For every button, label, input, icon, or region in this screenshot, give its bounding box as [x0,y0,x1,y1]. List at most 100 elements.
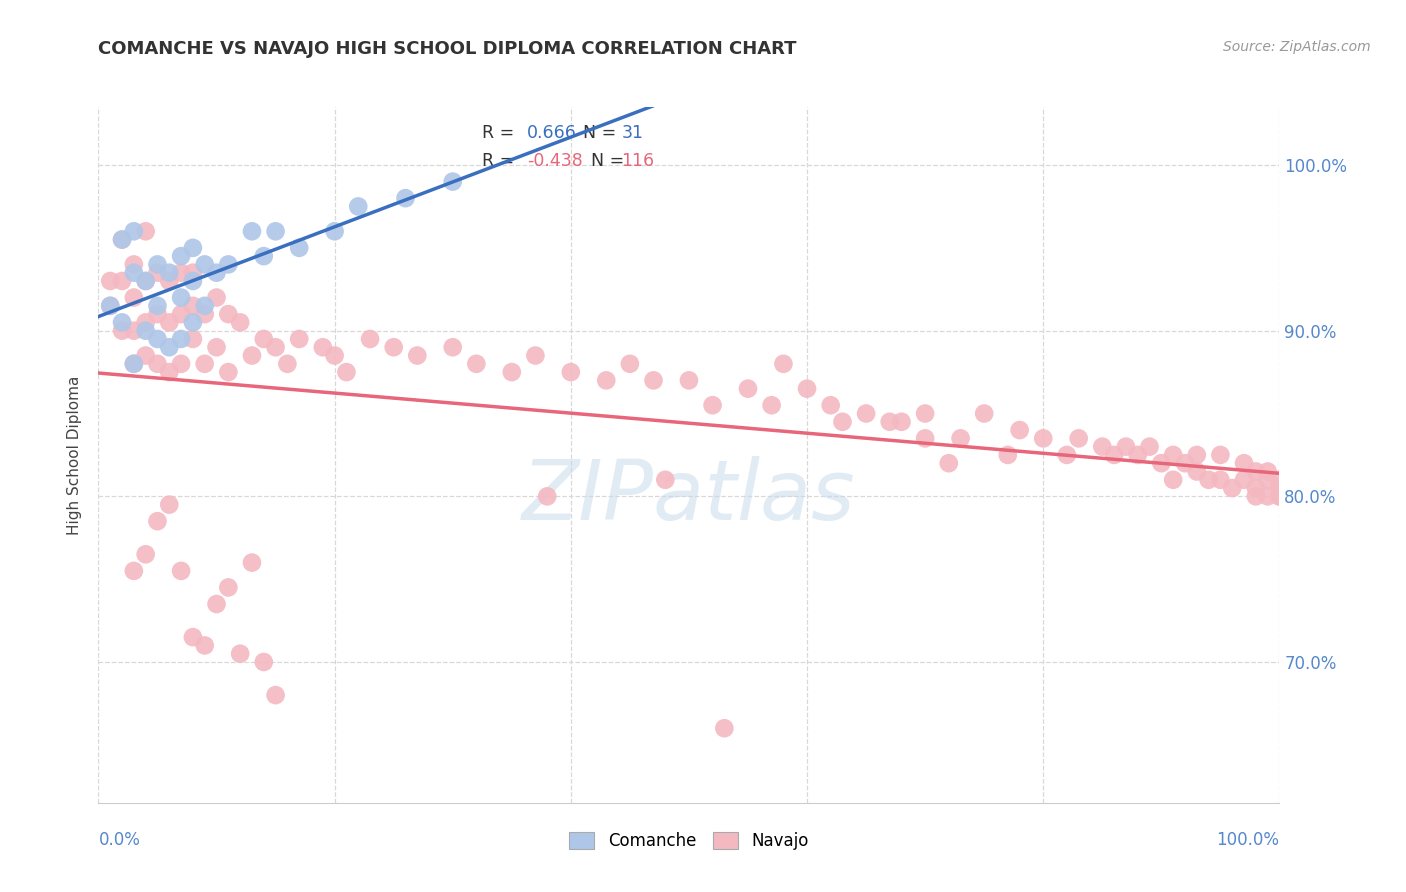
Point [1008,423,1031,437]
Point [240,349,263,363]
Point [98,299,121,313]
Point [1209,473,1232,487]
Point [1268,489,1291,503]
Point [264,688,287,702]
Point [1161,473,1184,487]
Point [1185,448,1208,462]
Point [1067,431,1090,445]
Point [240,556,263,570]
Point [1257,465,1279,479]
Text: Source: ZipAtlas.com: Source: ZipAtlas.com [1223,40,1371,54]
Point [181,274,204,288]
Point [111,233,134,247]
Point [181,266,204,280]
Point [122,257,145,271]
Text: 31: 31 [621,124,644,143]
Point [240,224,263,238]
Point [702,398,724,412]
Point [737,382,759,396]
Point [441,175,464,189]
Point [122,224,145,238]
Point [1161,448,1184,462]
Point [146,307,169,321]
Point [288,332,311,346]
Point [170,332,193,346]
Point [1091,440,1114,454]
Point [1268,489,1291,503]
Point [170,266,193,280]
Text: 0.0%: 0.0% [98,830,141,848]
Point [347,199,370,213]
Point [288,241,311,255]
Text: N =: N = [572,124,621,143]
Point [1257,473,1279,487]
Point [1268,473,1291,487]
Text: 0.666: 0.666 [527,124,576,143]
Point [1244,481,1267,495]
Point [253,655,276,669]
Point [1268,481,1291,495]
Point [643,373,665,387]
Point [170,357,193,371]
Point [914,431,936,445]
Point [595,373,617,387]
Point [157,274,180,288]
Legend: Comanche, Navajo: Comanche, Navajo [562,826,815,857]
Point [111,233,134,247]
Point [359,332,381,346]
Point [122,324,145,338]
Point [264,340,287,354]
Point [170,249,193,263]
Point [229,647,252,661]
Point [122,291,145,305]
Point [157,498,180,512]
Point [973,407,995,421]
Point [253,332,276,346]
Point [229,315,252,329]
Point [122,357,145,371]
Point [820,398,842,412]
Point [1244,489,1267,503]
Point [111,274,134,288]
Text: ZIPatlas: ZIPatlas [522,456,856,537]
Point [323,224,346,238]
Point [205,597,228,611]
Y-axis label: High School Diploma: High School Diploma [67,376,83,534]
Point [335,365,357,379]
Point [1244,465,1267,479]
Point [157,365,180,379]
Text: 100.0%: 100.0% [1216,830,1279,848]
Point [194,357,217,371]
Point [276,357,298,371]
Point [205,340,228,354]
Point [135,324,157,338]
Point [1233,456,1256,470]
Point [146,257,169,271]
Point [394,191,416,205]
Point [524,349,547,363]
Point [713,721,735,735]
Point [323,349,346,363]
Point [761,398,783,412]
Point [536,489,558,503]
Point [312,340,335,354]
Point [997,448,1019,462]
Point [98,274,121,288]
Point [1257,489,1279,503]
Point [135,315,157,329]
Point [217,307,239,321]
Point [678,373,700,387]
Point [1115,440,1137,454]
Point [170,564,193,578]
Point [146,332,169,346]
Point [135,349,157,363]
Point [441,340,464,354]
Point [938,456,960,470]
Point [1233,473,1256,487]
Point [264,224,287,238]
Point [122,357,145,371]
Point [146,357,169,371]
Point [879,415,901,429]
Point [135,274,157,288]
Point [1268,481,1291,495]
